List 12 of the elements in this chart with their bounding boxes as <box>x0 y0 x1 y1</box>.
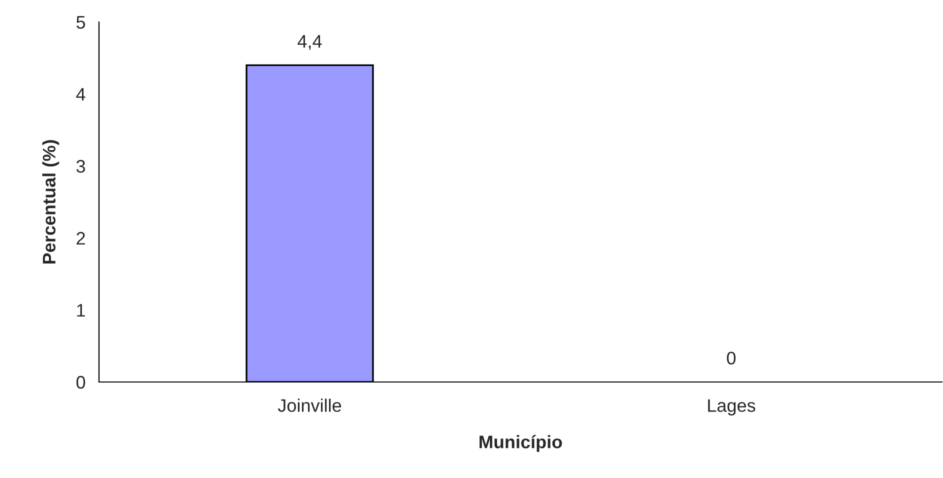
data-label: 0 <box>726 352 736 365</box>
y-tick-label: 0 <box>76 376 86 389</box>
y-tick-label: 5 <box>76 16 86 29</box>
x-axis-title: Município <box>480 434 562 452</box>
y-tick-label: 2 <box>76 232 85 245</box>
y-tick-label: 3 <box>76 160 86 173</box>
y-axis-title: Percentual (%) <box>42 140 60 264</box>
x-tick-label: Lages <box>708 399 756 416</box>
y-tick-label: 1 <box>77 304 85 317</box>
y-tick-label: 4 <box>76 88 86 101</box>
data-label: 4,4 <box>298 35 322 50</box>
x-tick-label: Joinville <box>278 398 342 412</box>
